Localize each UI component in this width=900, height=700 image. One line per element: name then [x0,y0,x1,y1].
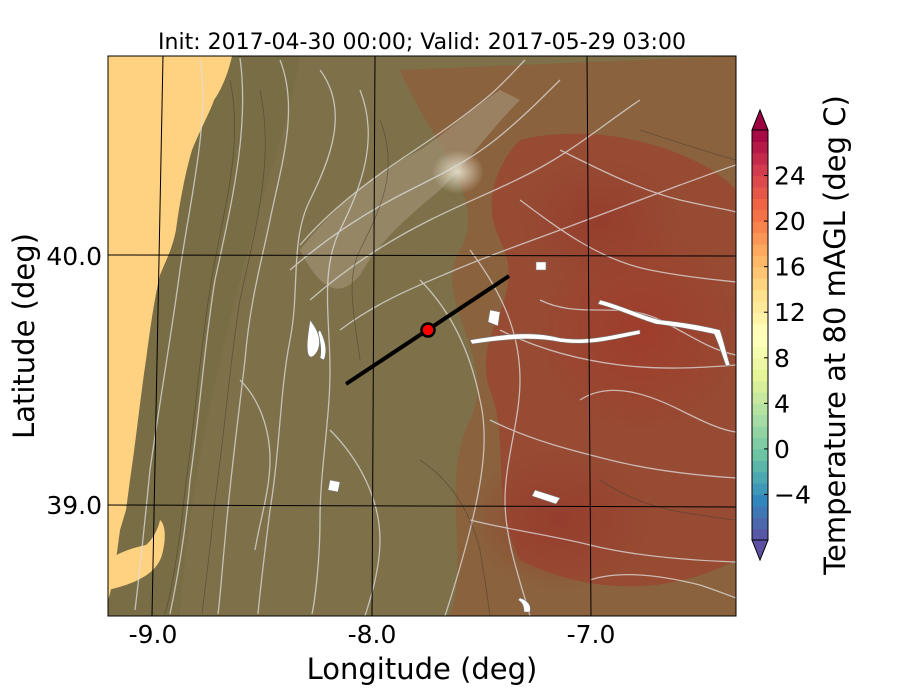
colorbar-segment [752,152,768,165]
colorbar-segment [752,437,768,450]
hot-core-3 [520,160,680,280]
colorbar-segment [752,278,768,291]
colorbar-tick-label: 0 [774,435,790,464]
x-tick-label: -9.0 [129,620,178,649]
colorbar-segment [752,380,768,393]
colorbar-label: Temperature at 80 mAGL (deg C) [818,95,852,576]
colorbar-segments [752,130,768,541]
colorbar-tick-label: −4 [774,480,811,509]
x-axis-label: Longitude (deg) [307,652,538,686]
gridlines [108,56,736,616]
hot-core-2 [470,450,650,590]
colorbar-segment [752,198,768,211]
contour-lines-dark [164,79,736,616]
colorbar-segment [752,289,768,302]
colorbar-segment [752,494,768,507]
colorbar-segment [752,426,768,439]
colorbar-frame [751,129,769,541]
map-area [108,56,736,616]
y-tick-label: 39.0 [46,491,102,520]
colorbar-segment [752,528,768,541]
location-marker [420,322,436,338]
colorbar-segment [752,414,768,427]
x-tick-label: -7.0 [567,620,616,649]
colorbar-segment [752,221,768,234]
colorbar-min-extend [751,539,769,562]
ocean [108,56,232,600]
colorbar-segment [752,323,768,336]
y-tick-label: 40.0 [46,242,102,271]
colorbar-segment [752,471,768,484]
colorbar-segment [752,175,768,188]
colorbar-segment [752,130,768,142]
colorbar: −4 0 4 8 12 16 20 24 Temperature at 80 mAGL (de… [751,95,852,576]
colorbar-tick-label: 8 [774,344,790,373]
colorbar-segment [752,391,768,404]
colorbar-segment [752,209,768,222]
colorbar-segment [752,517,768,530]
colorbar-tick-label: 20 [774,207,806,236]
rivers [306,261,731,613]
colorbar-max-extend [751,108,769,131]
colorbar-segment [752,460,768,473]
colorbar-tick-label: 12 [774,298,806,327]
colorbar-segment [752,243,768,256]
colorbar-segment [752,346,768,359]
colorbar-segment [752,335,768,347]
colorbar-segment [752,141,768,154]
colorbar-segment [752,255,768,268]
colorbar-segment [752,164,768,177]
colorbar-segment [752,505,768,518]
colorbar-tick-label: 4 [774,389,790,418]
colorbar-segment [752,312,768,325]
colorbar-segment [752,403,768,416]
colorbar-segment [752,186,768,199]
colorbar-segment [752,483,768,496]
colorbar-tick-label: 16 [774,253,806,282]
mountain-peak [432,150,484,194]
colorbar-segment [752,448,768,461]
colorbar-segment [752,300,768,313]
contour-lines-light [134,57,736,616]
chart-title: Init: 2017-04-30 00:00; Valid: 2017-05-2… [158,30,686,55]
map-frame [107,55,737,617]
estuary [108,520,165,590]
colorbar-segment [752,232,768,245]
colorbar-segment [752,266,768,279]
colorbar-tick-label: 24 [774,162,806,191]
y-axis-label: Latitude (deg) [7,233,41,439]
x-tick-label: -8.0 [348,620,397,649]
colorbar-segment [752,369,768,382]
colorbar-ticks: −4 0 4 8 12 16 20 24 [764,162,811,509]
colorbar-segment [752,357,768,370]
